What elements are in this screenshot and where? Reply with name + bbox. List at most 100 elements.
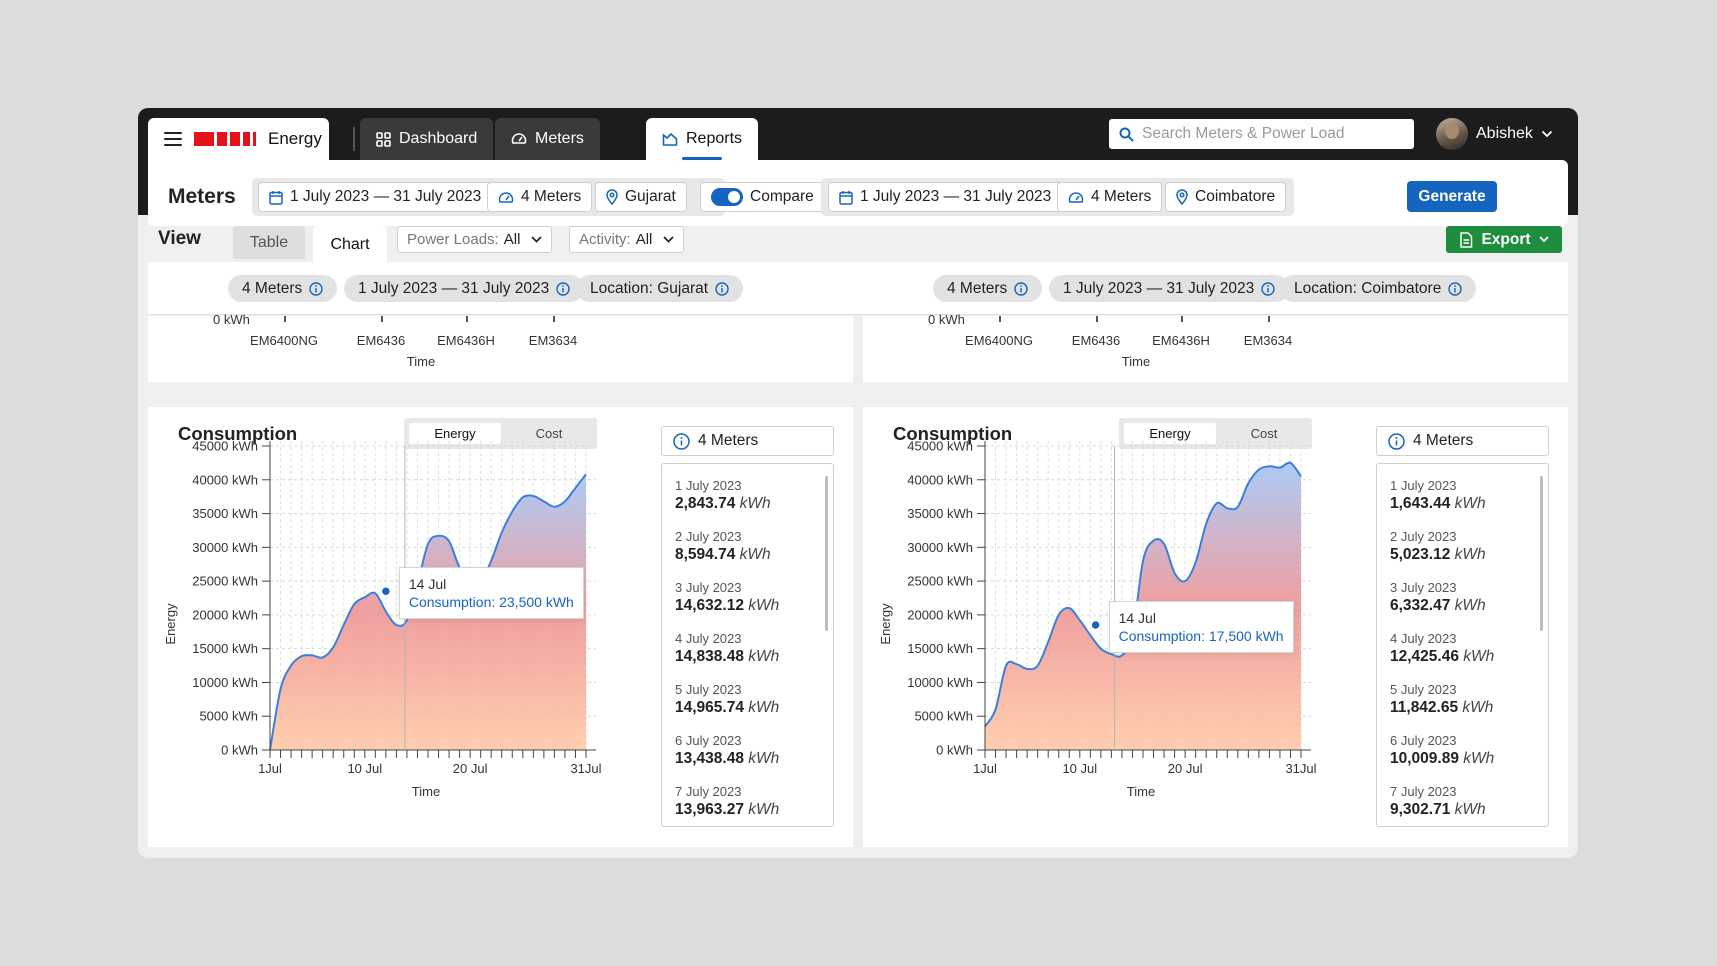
left-meters-label: 4 Meters: [521, 188, 582, 205]
right-date-range[interactable]: 1 July 2023 — 31 July 2023: [828, 182, 1063, 212]
summary-pill-location-left[interactable]: Location: Gujarat: [576, 275, 744, 302]
scrollbar[interactable]: [825, 476, 828, 631]
info-icon[interactable]: [1014, 281, 1029, 296]
energy-toggle-button[interactable]: Energy: [1124, 423, 1216, 444]
item-value: 9,302.71: [1390, 801, 1451, 818]
x-tick-label: 31Jul: [570, 761, 601, 776]
chevron-down-icon: [1541, 130, 1553, 138]
x-axis-label: Time: [406, 354, 436, 369]
item-value: 12,425.46: [1390, 648, 1459, 665]
item-unit: kWh: [748, 648, 780, 665]
meters-list-header-label: 4 Meters: [1413, 432, 1474, 449]
right-location-label: Coimbatore: [1195, 188, 1276, 205]
right-meters-count[interactable]: 4 Meters: [1057, 182, 1163, 212]
list-item: 3 July 2023 6,332.47 kWh: [1390, 580, 1548, 631]
x-tick-label: 1Jul: [258, 761, 282, 776]
hover-point: [1090, 619, 1101, 631]
item-value: 2,843.74: [675, 495, 736, 512]
tab-dashboard[interactable]: Dashboard: [360, 118, 494, 160]
compare-toggle[interactable]: Compare: [700, 182, 825, 212]
location-pin-icon: [1176, 189, 1188, 205]
pill-label: 4 Meters: [242, 279, 303, 297]
consumption-area-chart[interactable]: 0 kWh 5000 kWh 10000 kWh 15000 kWh 20000 kWh…: [148, 407, 648, 847]
tab-reports-label: Reports: [686, 130, 743, 147]
summary-pill-date-right[interactable]: 1 July 2023 — 31 July 2023: [1049, 275, 1290, 302]
item-unit: kWh: [748, 750, 780, 767]
left-location[interactable]: Gujarat: [595, 182, 687, 212]
upper-chart-left: 0 kWh EM6400NG EM6436 EM6436H EM3634 Tim…: [148, 312, 853, 382]
chevron-down-icon: [663, 236, 674, 243]
x-tick-label: 10 Jul: [1062, 761, 1097, 776]
x-category-label: EM6436H: [437, 333, 495, 348]
info-icon[interactable]: [715, 281, 729, 296]
daily-values-list[interactable]: 1 July 2023 1,643.44 kWh 2 July 2023 5,023…: [1376, 463, 1549, 827]
pill-label: 1 July 2023 — 31 July 2023: [358, 279, 550, 297]
energy-toggle-button[interactable]: Energy: [409, 423, 501, 444]
tab-table[interactable]: Table: [233, 226, 305, 259]
search-input[interactable]: Search Meters & Power Load: [1109, 119, 1414, 149]
left-date-range[interactable]: 1 July 2023 — 31 July 2023: [258, 182, 493, 212]
y-tick-label: 10000 kWh: [907, 675, 973, 690]
summary-pill-meters-left[interactable]: 4 Meters: [228, 275, 338, 302]
activity-dropdown[interactable]: Activity: All: [569, 226, 685, 253]
info-icon[interactable]: [1448, 281, 1463, 296]
series-line: [269, 473, 587, 751]
item-value: 11,842.65: [1390, 699, 1459, 716]
compare-switch[interactable]: [711, 188, 743, 206]
summary-pill-location-right[interactable]: Location: Coimbatore: [1280, 275, 1477, 302]
hamburger-menu-icon[interactable]: [164, 132, 182, 146]
scrollbar[interactable]: [1540, 476, 1543, 631]
left-date-range-label: 1 July 2023 — 31 July 2023: [290, 188, 482, 205]
tab-chart[interactable]: Chart: [313, 226, 387, 263]
avatar: [1436, 118, 1468, 150]
y-axis-title: Energy: [163, 603, 178, 645]
cost-toggle-button[interactable]: Cost: [1250, 426, 1278, 441]
right-location[interactable]: Coimbatore: [1165, 182, 1287, 212]
list-item: 5 July 2023 14,965.74 kWh: [675, 682, 833, 733]
chevron-down-icon: [531, 236, 543, 243]
y-tick-label: 0 kWh: [936, 743, 973, 758]
y-tick-label: 40000 kWh: [192, 472, 258, 487]
item-date: 5 July 2023: [1390, 682, 1457, 697]
cost-toggle-button[interactable]: Cost: [535, 426, 563, 441]
x-tick-label: 1Jul: [973, 761, 997, 776]
list-item: 7 July 2023 13,963.27 kWh: [675, 784, 833, 826]
divider: [353, 127, 355, 151]
item-date: 4 July 2023: [675, 631, 742, 646]
user-menu[interactable]: Abishek: [1436, 118, 1553, 150]
y-tick-label: 0 kWh: [221, 743, 258, 758]
meters-list-header[interactable]: 4 Meters: [661, 426, 834, 456]
brand-tab[interactable]: Energy: [148, 118, 329, 160]
x-tick: [381, 316, 383, 322]
list-item: 7 July 2023 9,302.71 kWh: [1390, 784, 1548, 826]
left-meters-count[interactable]: 4 Meters: [487, 182, 593, 212]
right-date-range-label: 1 July 2023 — 31 July 2023: [860, 188, 1052, 205]
tab-dashboard-label: Dashboard: [399, 130, 478, 147]
y-tick-label: 25000 kWh: [192, 574, 258, 589]
info-icon[interactable]: [556, 281, 570, 296]
tab-reports[interactable]: Reports: [646, 118, 759, 160]
daily-values-list[interactable]: 1 July 2023 2,843.74 kWh 2 July 2023 8,594…: [661, 463, 834, 827]
power-loads-label: Power Loads:: [407, 231, 499, 248]
item-value: 10,009.89: [1390, 750, 1459, 767]
app-window: Energy Dashboard Meters Reports Search M…: [138, 108, 1578, 858]
summary-pill-date-left[interactable]: 1 July 2023 — 31 July 2023: [344, 275, 585, 302]
y-tick-label: 35000 kWh: [907, 506, 973, 521]
y-tick-label: 45000 kWh: [192, 439, 258, 454]
y-tick-label: 30000 kWh: [192, 540, 258, 555]
tab-meters[interactable]: Meters: [495, 118, 600, 160]
generate-button[interactable]: Generate: [1407, 181, 1497, 212]
summary-pill-meters-right[interactable]: 4 Meters: [933, 275, 1043, 302]
y-tick-label: 20000 kWh: [192, 607, 258, 622]
meters-list-header-label: 4 Meters: [698, 432, 759, 449]
x-tick: [1096, 316, 1098, 322]
x-tick-label: 20 Jul: [453, 761, 488, 776]
info-icon[interactable]: [1261, 281, 1275, 296]
export-button[interactable]: Export: [1446, 226, 1562, 253]
power-loads-dropdown[interactable]: Power Loads: All: [397, 226, 553, 253]
item-unit: kWh: [1454, 597, 1486, 614]
meters-list-header[interactable]: 4 Meters: [1376, 426, 1549, 456]
y-tick-label: 5000 kWh: [199, 709, 258, 724]
info-icon[interactable]: [309, 281, 324, 296]
item-value: 14,838.48: [675, 648, 744, 665]
